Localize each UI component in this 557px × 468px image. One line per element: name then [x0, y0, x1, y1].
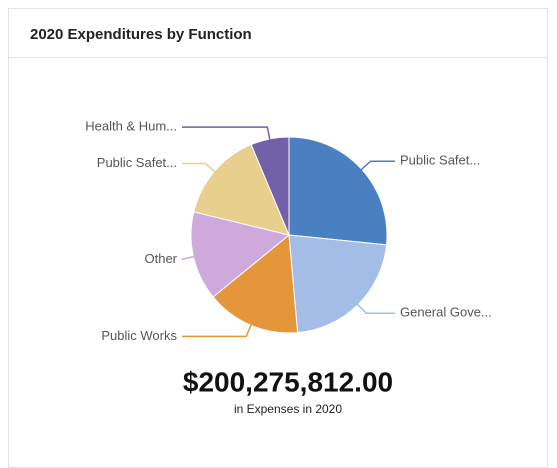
pie-slice: [288, 136, 388, 246]
slice-label: General Gove...: [400, 305, 492, 320]
slice-label: Public Works: [101, 328, 177, 343]
total-label: in Expenses in 2020: [234, 402, 342, 416]
slice-label: Other: [144, 251, 177, 266]
leader-line: [181, 255, 196, 261]
leader-line: [355, 302, 395, 315]
leader-line: [182, 323, 253, 338]
leader-line: [359, 160, 395, 172]
slice-label: Health & Hum...: [85, 119, 177, 134]
leader-line: [182, 126, 271, 142]
slice-label: Public Safet...: [97, 155, 177, 170]
pie-slice: [288, 234, 388, 334]
leader-line: [182, 162, 217, 174]
card-title: 2020 Expenditures by Function: [9, 9, 547, 58]
slice-label: Public Safet...: [400, 153, 480, 168]
total: $200,275,812.00: [183, 366, 393, 397]
